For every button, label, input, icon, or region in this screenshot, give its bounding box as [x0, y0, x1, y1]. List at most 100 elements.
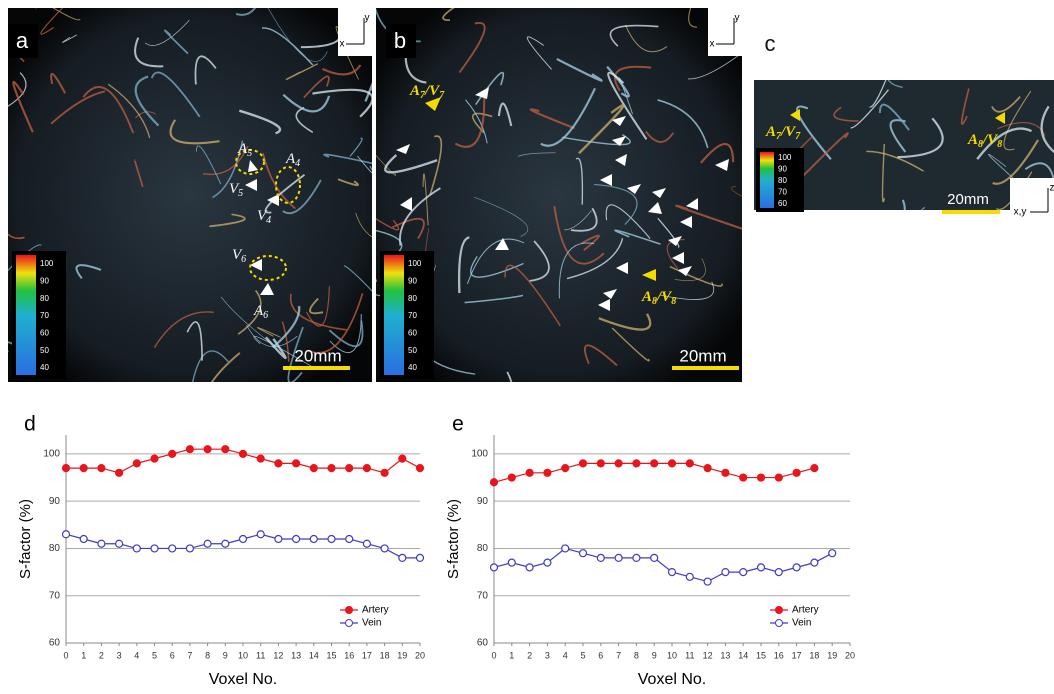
- point: [526, 469, 533, 476]
- axis-name: y: [735, 13, 740, 24]
- point: [669, 569, 676, 576]
- point: [328, 465, 335, 472]
- point: [363, 540, 370, 547]
- axis-inset: [1010, 178, 1054, 228]
- colorbar-tick: 40: [40, 363, 49, 372]
- point: [399, 455, 406, 462]
- x-tick-label: 3: [545, 650, 550, 660]
- x-tick-label: 20: [415, 650, 425, 660]
- point: [80, 465, 87, 472]
- legend-marker: [776, 620, 783, 627]
- annotation-part: 5: [247, 148, 252, 159]
- point: [758, 564, 765, 571]
- point: [222, 446, 229, 453]
- point: [275, 460, 282, 467]
- point: [257, 531, 264, 538]
- vessel: [911, 207, 944, 225]
- point: [580, 460, 587, 467]
- x-tick-label: 9: [223, 650, 228, 660]
- point: [740, 474, 747, 481]
- point: [399, 554, 406, 561]
- point: [116, 540, 123, 547]
- x-tick-label: 17: [792, 650, 802, 660]
- point: [151, 545, 158, 552]
- scale-bar-label: 20mm: [294, 346, 341, 365]
- point: [240, 450, 247, 457]
- x-tick-label: 15: [326, 650, 336, 660]
- x-tick-label: 14: [738, 650, 748, 660]
- annotation-part: A: [409, 83, 420, 99]
- annotation-part: 4: [295, 158, 300, 169]
- x-tick-label: 8: [205, 650, 210, 660]
- point: [829, 550, 836, 557]
- x-tick-label: 6: [170, 650, 175, 660]
- legend-label: Artery: [792, 605, 819, 616]
- colorbar-tick: 90: [778, 165, 787, 174]
- x-tick-label: 9: [652, 650, 657, 660]
- annotation: A8/V8: [641, 289, 676, 307]
- vessel: [887, 28, 914, 88]
- point: [275, 536, 282, 543]
- y-tick-label: 70: [49, 590, 61, 601]
- point: [544, 559, 551, 566]
- colorbar-tick: 60: [40, 328, 49, 337]
- point: [562, 545, 569, 552]
- point: [151, 455, 158, 462]
- point: [597, 460, 604, 467]
- annotation: A8/V8: [967, 132, 1002, 150]
- x-tick-label: 8: [634, 650, 639, 660]
- x-tick-label: 6: [598, 650, 603, 660]
- x-tick-label: 4: [563, 650, 568, 660]
- colorbar-tick: 50: [40, 346, 49, 355]
- x-tick-label: 7: [616, 650, 621, 660]
- point: [186, 545, 193, 552]
- annotation-part: 4: [266, 215, 271, 226]
- point: [293, 460, 300, 467]
- colorbar: [384, 255, 404, 375]
- point: [222, 540, 229, 547]
- point: [133, 545, 140, 552]
- x-tick-label: 10: [238, 650, 248, 660]
- point: [633, 554, 640, 561]
- axis-name: z: [1050, 183, 1054, 194]
- point: [669, 460, 676, 467]
- x-tick-label: 4: [134, 650, 139, 660]
- legend-marker: [346, 620, 353, 627]
- y-axis-label: S-factor (%): [17, 499, 34, 579]
- colorbar-tick: 100: [778, 153, 792, 162]
- point: [186, 446, 193, 453]
- annotation-part: 8: [671, 296, 676, 307]
- y-tick-label: 80: [477, 543, 489, 554]
- point: [169, 545, 176, 552]
- point: [740, 569, 747, 576]
- point: [204, 446, 211, 453]
- x-tick-label: 12: [703, 650, 713, 660]
- point: [346, 536, 353, 543]
- y-tick-label: 60: [49, 638, 61, 649]
- point: [704, 578, 711, 585]
- x-tick-label: 11: [256, 650, 265, 660]
- x-tick-label: 5: [152, 650, 157, 660]
- point: [310, 536, 317, 543]
- x-tick-label: 16: [774, 650, 784, 660]
- x-tick-label: 15: [756, 650, 766, 660]
- point: [686, 573, 693, 580]
- point: [544, 469, 551, 476]
- panel-label: b: [394, 28, 406, 53]
- point: [508, 474, 515, 481]
- x-tick-label: 20: [845, 650, 855, 660]
- colorbar-tick: 50: [408, 346, 417, 355]
- point: [793, 564, 800, 571]
- point: [417, 465, 424, 472]
- x-tick-label: 14: [309, 650, 319, 660]
- colorbar-tick: 40: [408, 363, 417, 372]
- point: [293, 536, 300, 543]
- point: [116, 469, 123, 476]
- legend-label: Vein: [362, 618, 381, 629]
- point: [204, 540, 211, 547]
- axis-name: x,y: [1014, 207, 1027, 218]
- chart-label: d: [24, 413, 36, 436]
- point: [240, 536, 247, 543]
- colorbar-tick: 60: [778, 199, 787, 208]
- x-tick-label: 2: [527, 650, 532, 660]
